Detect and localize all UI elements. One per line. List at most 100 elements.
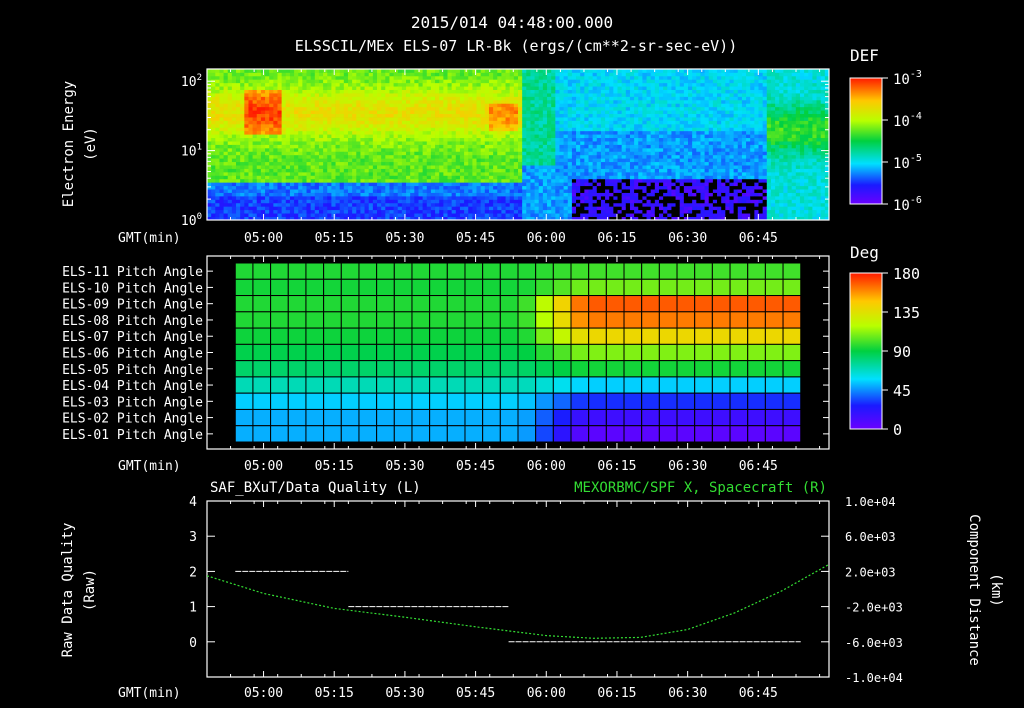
spectrogram-cell: [600, 123, 606, 128]
spectrogram-cell: [658, 141, 664, 145]
spectrogram-cell: [323, 206, 328, 211]
spectrogram-cell: [406, 106, 411, 111]
spectrogram-cell: [269, 213, 274, 217]
spectrogram-cell: [625, 192, 631, 197]
spectrogram-cell: [240, 127, 245, 132]
spectrogram-cell: [634, 185, 639, 190]
spectrogram-cell: [252, 75, 258, 80]
spectrogram-cell: [248, 195, 254, 200]
spectrogram-cell: [418, 199, 424, 204]
spectrogram-cell: [505, 185, 511, 190]
spectrogram-cell: [435, 189, 440, 193]
spectrogram-cell: [393, 147, 399, 152]
spectrogram-cell: [360, 144, 365, 149]
spectrogram-cell: [393, 209, 399, 214]
spectrogram-cell: [372, 110, 378, 115]
spectrogram-cell: [430, 96, 436, 101]
spectrogram-cell: [397, 171, 403, 176]
spectrogram-cell: [318, 120, 324, 125]
spectrogram-cell: [347, 117, 353, 121]
spectrogram-cell: [414, 130, 419, 135]
spectrogram-cell: [629, 206, 635, 211]
spectrogram-cell: [368, 96, 374, 101]
spectrogram-cell: [571, 147, 577, 152]
spectrogram-cell: [430, 99, 436, 104]
spectrogram-cell: [323, 99, 328, 104]
spectrogram-cell: [310, 161, 316, 166]
spectrogram-cell: [530, 195, 535, 200]
spectrogram-cell: [634, 137, 639, 142]
spectrogram-cell: [522, 130, 527, 135]
spectrogram-cell: [352, 168, 357, 173]
spectrogram-cell: [435, 75, 440, 80]
spectrogram-cell: [381, 93, 386, 97]
spectrogram-cell: [289, 103, 295, 108]
spectrogram-cell: [426, 130, 432, 135]
spectrogram-cell: [625, 202, 631, 207]
spectrogram-cell: [298, 130, 303, 135]
spectrogram-cell: [501, 141, 506, 145]
spectrogram-cell: [260, 192, 266, 197]
spectrogram-cell: [488, 199, 494, 204]
spectrogram-cell: [613, 99, 618, 104]
spectrogram-cell: [522, 154, 527, 159]
spectrogram-cell: [617, 147, 623, 152]
spectrogram-cell: [314, 158, 320, 163]
spectrogram-cell: [265, 147, 270, 152]
spectrogram-cell: [571, 89, 577, 94]
spectrogram-cell: [658, 130, 664, 135]
spectrogram-cell: [223, 199, 229, 204]
spectrogram-cell: [547, 72, 552, 77]
spectrogram-cell: [368, 199, 374, 204]
spectrogram-cell: [265, 86, 270, 90]
spectrogram-cell: [488, 130, 494, 135]
spectrogram-cell: [484, 144, 490, 149]
spectrogram-cell: [555, 89, 560, 94]
spectrogram-cell: [567, 158, 573, 163]
spectrogram-cell: [625, 82, 631, 87]
spectrogram-cell: [389, 195, 394, 200]
spectrogram-cell: [580, 178, 585, 183]
spectrogram-cell: [314, 202, 320, 207]
spectrogram-cell: [269, 103, 274, 108]
spectrogram-cell: [617, 165, 623, 169]
spectrogram-cell: [256, 202, 262, 207]
spectrogram-cell: [207, 158, 212, 163]
spectrogram-cell: [530, 86, 535, 90]
spectrogram-cell: [480, 206, 486, 211]
spectrogram-cell: [650, 96, 656, 101]
spectrogram-cell: [667, 75, 672, 80]
spectrogram-cell: [360, 110, 365, 115]
spectrogram-cell: [331, 103, 336, 108]
spectrogram-cell: [389, 113, 394, 118]
spectrogram-cell: [219, 144, 224, 149]
spectrogram-cell: [281, 175, 287, 180]
spectrogram-cell: [381, 206, 386, 211]
spectrogram-cell: [551, 75, 556, 80]
spectrogram-cell: [617, 182, 623, 187]
spectrogram-cell: [667, 178, 672, 183]
spectrogram-cell: [368, 99, 374, 104]
spectrogram-cell: [468, 175, 473, 180]
spectrogram-cell: [459, 82, 465, 87]
spectrogram-cell: [219, 189, 224, 193]
spectrogram-cell: [260, 209, 266, 214]
spectrogram-cell: [468, 117, 473, 121]
spectrogram-cell: [480, 110, 486, 115]
spectrogram-cell: [547, 99, 552, 104]
spectrogram-cell: [318, 185, 324, 190]
spectrogram-cell: [260, 113, 266, 118]
spectrogram-cell: [488, 206, 494, 211]
spectrogram-cell: [476, 216, 482, 221]
spectrogram-cell: [389, 72, 394, 77]
spectrogram-cell: [505, 141, 511, 145]
spectrogram-cell: [294, 86, 299, 90]
spectrogram-cell: [563, 127, 569, 132]
spectrogram-cell: [488, 69, 494, 73]
spectrogram-cell: [480, 161, 486, 166]
spectrogram-cell: [605, 199, 610, 204]
spectrogram-cell: [559, 110, 565, 115]
spectrogram-cell: [318, 151, 324, 156]
spectrogram-cell: [389, 165, 394, 169]
spectrogram-cell: [385, 99, 390, 104]
